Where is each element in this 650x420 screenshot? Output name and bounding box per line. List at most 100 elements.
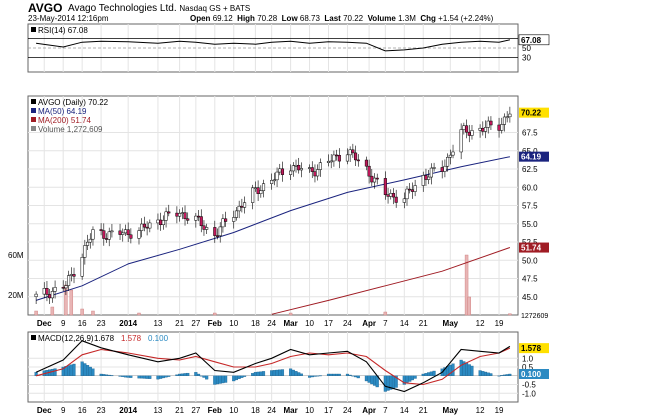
volume-bar [383,311,388,316]
macd-histogram-bar [505,374,509,376]
candle-body [391,193,396,198]
macd-histogram-bar [234,375,239,381]
macd-histogram-bar [259,371,263,376]
macd-histogram-bar [199,375,203,377]
macd-histogram-bar [307,375,312,378]
candle-body [345,154,349,162]
macd-histogram-bar [335,373,339,376]
price-tick-label: 60.0 [522,183,538,192]
candle-body [140,223,144,231]
candle-body [256,187,260,194]
candle-body [215,235,220,237]
macd-last-value-bg [519,343,549,354]
macd-histogram-bar [224,375,228,383]
candle-body [259,190,263,194]
candle-body [194,215,198,221]
macd-x-tick-label: Mar [283,406,297,415]
macd-histogram-bar [197,373,201,376]
candle-body [164,211,168,221]
change-label: Chg [420,14,436,23]
candle-body [161,220,165,226]
candle-body [421,175,425,186]
macd-histogram-bar [451,363,455,376]
candle-body [167,211,171,214]
candle-body [123,229,128,234]
candle-body [356,159,360,162]
candle-body [470,130,474,136]
macd-histogram-bar [489,373,493,376]
macd-histogram-bar [110,375,114,377]
macd-x-tick-label: 23 [97,406,106,415]
price-x-tick-label: 2014 [119,319,137,328]
candle-body [297,164,301,171]
candle-body [489,120,493,126]
macd-histogram-bar [405,375,409,384]
low-label: Low [281,14,298,23]
macd-histogram-bar [123,375,128,378]
macd-x-tick-label: 10 [229,406,238,415]
macd-histogram-bar [508,373,512,376]
macd-histogram-bar [332,373,336,376]
macd-x-tick-label: 18 [251,406,260,415]
macd-histogram-bar [486,372,490,376]
candle-body [375,177,379,180]
macd-histogram-bar [140,375,144,379]
macd-histogram-bar [367,375,371,383]
candle-body [410,189,414,192]
price-legend-entry: AVGO (Daily) 70.22 [38,98,109,107]
macd-histogram-bar [104,374,109,376]
macd-histogram-bar [413,375,417,379]
price-x-tick-label: Mar [283,319,297,328]
candle-body [448,154,452,158]
macd-x-tick-label: 17 [324,406,333,415]
macd-histogram-bar [53,368,57,376]
volume-tick-label: 60M [8,251,24,260]
candle-body [202,225,206,230]
macd-histogram-bar [256,371,260,376]
candle-body [307,167,312,169]
macd-histogram-bar [67,365,71,376]
macd-x-tick-label: 21 [419,406,428,415]
macd-last-value-bg [519,369,549,379]
candle-body [402,198,406,203]
candle-body [478,127,482,131]
candle-body [408,188,412,191]
volume-bar [288,312,293,316]
candle-body [372,177,377,183]
candle-body [500,124,504,131]
price-x-tick-label: 24 [343,319,352,328]
macd-histogram-bar [118,375,122,377]
price-x-tick-label: May [443,319,459,328]
macd-histogram-bar [161,375,165,379]
macd-histogram-bar [348,374,352,376]
candle-body [232,217,236,222]
candle-body [91,229,95,240]
low-value: 68.73 [299,14,320,23]
macd-histogram-bar [313,375,317,377]
candle-body [104,238,109,240]
candle-body [351,149,355,154]
macd-histogram-bar [372,375,377,386]
price-last-value: 51.74 [521,244,542,253]
macd-histogram-bar [237,375,241,379]
candle-body [348,149,352,156]
price-tick-label: 50.0 [522,256,538,265]
candle-body [237,205,241,212]
price-tick-label: 62.5 [522,165,538,174]
last-value: 70.22 [343,14,364,23]
macd-tick-label: -1.0 [522,389,536,398]
macd-histogram-bar [502,374,507,376]
macd-histogram-bar [142,375,146,379]
macd-histogram-bar [294,371,298,376]
macd-histogram-bar [497,375,501,377]
macd-histogram-bar [278,369,282,376]
candle-body [253,187,257,189]
volume-bar [80,308,84,316]
candle-body [205,227,209,230]
high-label: High [237,14,255,23]
macd-legend-value: 0.100 [148,334,169,343]
macd-x-tick-label: 21 [175,406,184,415]
macd-histogram-bar [186,372,190,376]
change-value: +1.54 (+2.24%) [438,14,494,23]
